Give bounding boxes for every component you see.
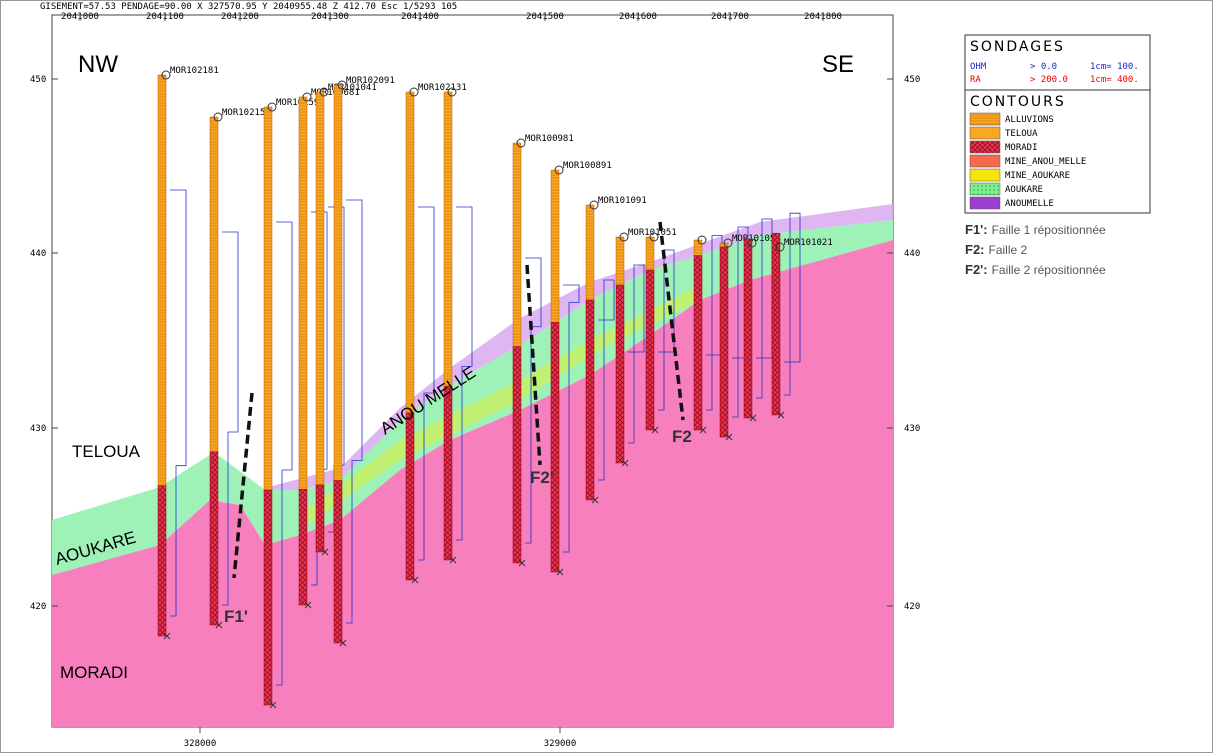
left-axis-label: 450	[30, 75, 46, 85]
note-text: Faille 2	[989, 243, 1028, 257]
borehole-teloua	[444, 92, 452, 386]
legend-log-name: RA	[970, 75, 981, 85]
borehole-moradi	[513, 347, 521, 563]
legend-log-scale: 1cm= 100.	[1090, 62, 1139, 72]
formation-label: SE	[822, 51, 854, 78]
borehole-teloua	[694, 240, 702, 256]
cross-section-view: GISEMENT=57.53 PENDAGE=90.00 X 327570.95…	[0, 0, 1213, 753]
right-axis-label: 430	[904, 424, 920, 434]
left-axis-label: 420	[30, 602, 46, 612]
legend-item: AOUKARE	[1005, 185, 1043, 195]
note: F2: Faille 2	[965, 242, 1028, 257]
borehole-moradi	[616, 285, 624, 463]
right-axis-label: 440	[904, 249, 920, 259]
borehole-moradi	[586, 300, 594, 500]
legend-swatch	[970, 155, 1000, 167]
borehole-teloua	[551, 170, 559, 323]
legend-item: ALLUVIONS	[1005, 115, 1054, 125]
borehole-moradi	[720, 247, 728, 437]
legend-swatch	[970, 113, 1000, 125]
legend-swatch	[970, 197, 1000, 209]
legend-swatch	[970, 127, 1000, 139]
legend-swatch	[970, 141, 1000, 153]
fault-label: F1'	[224, 607, 248, 626]
legend-title: SONDAGES	[970, 39, 1065, 55]
borehole-moradi	[158, 486, 166, 636]
borehole-teloua	[158, 75, 166, 486]
legend-swatch	[970, 169, 1000, 181]
left-axis-label: 430	[30, 424, 46, 434]
borehole-moradi	[772, 233, 780, 415]
borehole-moradi	[316, 485, 324, 552]
fault-label: F2'	[530, 468, 554, 487]
legend-item: MINE_AOUKARE	[1005, 171, 1070, 181]
borehole-teloua	[334, 85, 342, 481]
borehole-teloua	[299, 97, 307, 489]
legend-item: MORADI	[1005, 143, 1038, 153]
borehole-moradi	[264, 490, 272, 705]
borehole-moradi	[299, 489, 307, 605]
fault-label: F2	[672, 427, 692, 446]
note-key: F2':	[965, 262, 988, 277]
borehole-teloua	[264, 107, 272, 490]
borehole-label: MOR102091	[346, 76, 395, 86]
borehole-label: MOR100981	[525, 134, 574, 144]
borehole-teloua	[406, 92, 414, 413]
legend-log-threshold: > 200.0	[1030, 75, 1068, 85]
right-axis-label: 450	[904, 75, 920, 85]
legend-item: MINE_ANOU_MELLE	[1005, 157, 1086, 167]
note: F2': Faille 2 répositionnée	[965, 262, 1106, 277]
borehole-moradi	[646, 270, 654, 430]
borehole-teloua	[586, 205, 594, 300]
borehole-moradi	[334, 481, 342, 644]
borehole-teloua	[616, 237, 624, 285]
borehole-teloua	[513, 143, 521, 347]
borehole-moradi	[444, 386, 452, 560]
borehole-moradi	[551, 323, 559, 573]
formation-label: MORADI	[60, 663, 128, 682]
borehole-label: MOR102131	[418, 83, 467, 93]
borehole-label: MOR102151	[222, 108, 271, 118]
bottom-axis-label: 328000	[184, 739, 217, 749]
borehole-moradi	[210, 452, 218, 625]
header-info: GISEMENT=57.53 PENDAGE=90.00 X 327570.95…	[40, 2, 457, 12]
note-text: Faille 2 répositionnée	[992, 263, 1106, 277]
left-axis-label: 440	[30, 249, 46, 259]
legend-log-name: OHM	[970, 62, 987, 72]
note-key: F1':	[965, 222, 988, 237]
borehole-label: MOR101021	[784, 238, 833, 248]
section: MOR102181MOR102151MOR101591MOR100681MOR1…	[30, 12, 920, 749]
bottom-axis-label: 329000	[544, 739, 577, 749]
right-axis-label: 420	[904, 602, 920, 612]
legend-item: TELOUA	[1005, 129, 1038, 139]
borehole-teloua	[316, 92, 324, 485]
legend-log-scale: 1cm= 400.	[1090, 75, 1139, 85]
borehole-label: MOR102181	[170, 66, 219, 76]
borehole-moradi	[744, 239, 752, 418]
borehole-moradi	[694, 256, 702, 430]
formation-label: NW	[78, 51, 118, 78]
note: F1': Faille 1 répositionnée	[965, 222, 1106, 237]
borehole-teloua	[646, 237, 654, 270]
note-key: F2:	[965, 242, 985, 257]
formation-label: TELOUA	[72, 442, 141, 461]
legend-swatch	[970, 183, 1000, 195]
note-text: Faille 1 répositionnée	[992, 223, 1106, 237]
legend-title: CONTOURS	[970, 94, 1066, 110]
borehole-label: MOR101091	[598, 196, 647, 206]
borehole-moradi	[406, 413, 414, 580]
borehole-label: MOR100891	[563, 161, 612, 171]
legend-log-threshold: > 0.0	[1030, 62, 1057, 72]
borehole-teloua	[210, 117, 218, 452]
legend-item: ANOUMELLE	[1005, 199, 1054, 209]
